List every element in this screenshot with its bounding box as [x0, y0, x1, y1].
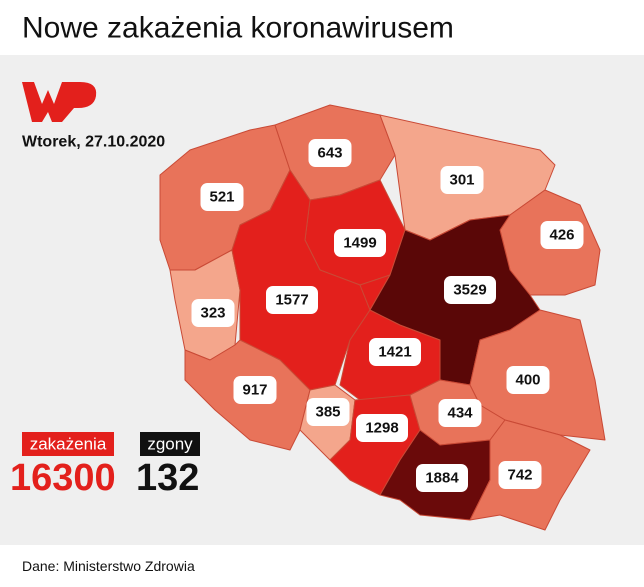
- region-label-box: [233, 376, 277, 404]
- title: Nowe zakażenia koronawirusem: [22, 12, 454, 45]
- deaths-label: zgony: [147, 435, 193, 454]
- region-label-box: [416, 464, 468, 492]
- region-label-box: [440, 166, 484, 194]
- region-value: 385: [315, 404, 340, 421]
- infections-badge: [22, 432, 114, 456]
- region-value: 643: [317, 145, 342, 162]
- deaths-badge: [140, 432, 200, 456]
- region-value: 426: [549, 227, 574, 244]
- logo: [22, 82, 97, 122]
- deaths-total: 132: [136, 457, 199, 499]
- region-label-box: [498, 461, 542, 489]
- region-label-box: [266, 286, 318, 314]
- region-value: 1884: [425, 470, 459, 487]
- region-value: 1298: [365, 420, 398, 437]
- region-value: 1421: [378, 344, 411, 361]
- region-value: 742: [507, 467, 532, 484]
- region-label-box: [506, 366, 550, 394]
- region-label-box: [306, 398, 350, 426]
- map: 521 643 301 426 1499 323 1577 1421 3529 400 917 385…: [159, 104, 606, 531]
- region-label-box: [444, 276, 496, 304]
- region-value: 3529: [453, 282, 486, 299]
- region-value: 1499: [343, 235, 376, 252]
- infections-total: 16300: [10, 457, 116, 499]
- date: Wtorek, 27.10.2020: [22, 134, 165, 151]
- region-label-box: [308, 139, 352, 167]
- region-label-box: [200, 183, 244, 211]
- source: Dane: Ministerstwo Zdrowia: [22, 558, 195, 574]
- region-value: 521: [209, 189, 234, 206]
- region-value: 434: [447, 405, 473, 422]
- region-value: 301: [449, 172, 474, 189]
- region-value: 1577: [275, 292, 308, 309]
- region-label-box: [356, 414, 408, 442]
- region-label-box: [369, 338, 421, 366]
- region-label-box: [438, 399, 482, 427]
- region-label-box: [540, 221, 584, 249]
- region-label-box: [334, 229, 386, 257]
- infections-label: zakażenia: [30, 435, 107, 454]
- region-label-box: [191, 299, 235, 327]
- region-value: 917: [242, 382, 267, 399]
- region-value: 323: [200, 305, 225, 322]
- region-value: 400: [515, 372, 540, 389]
